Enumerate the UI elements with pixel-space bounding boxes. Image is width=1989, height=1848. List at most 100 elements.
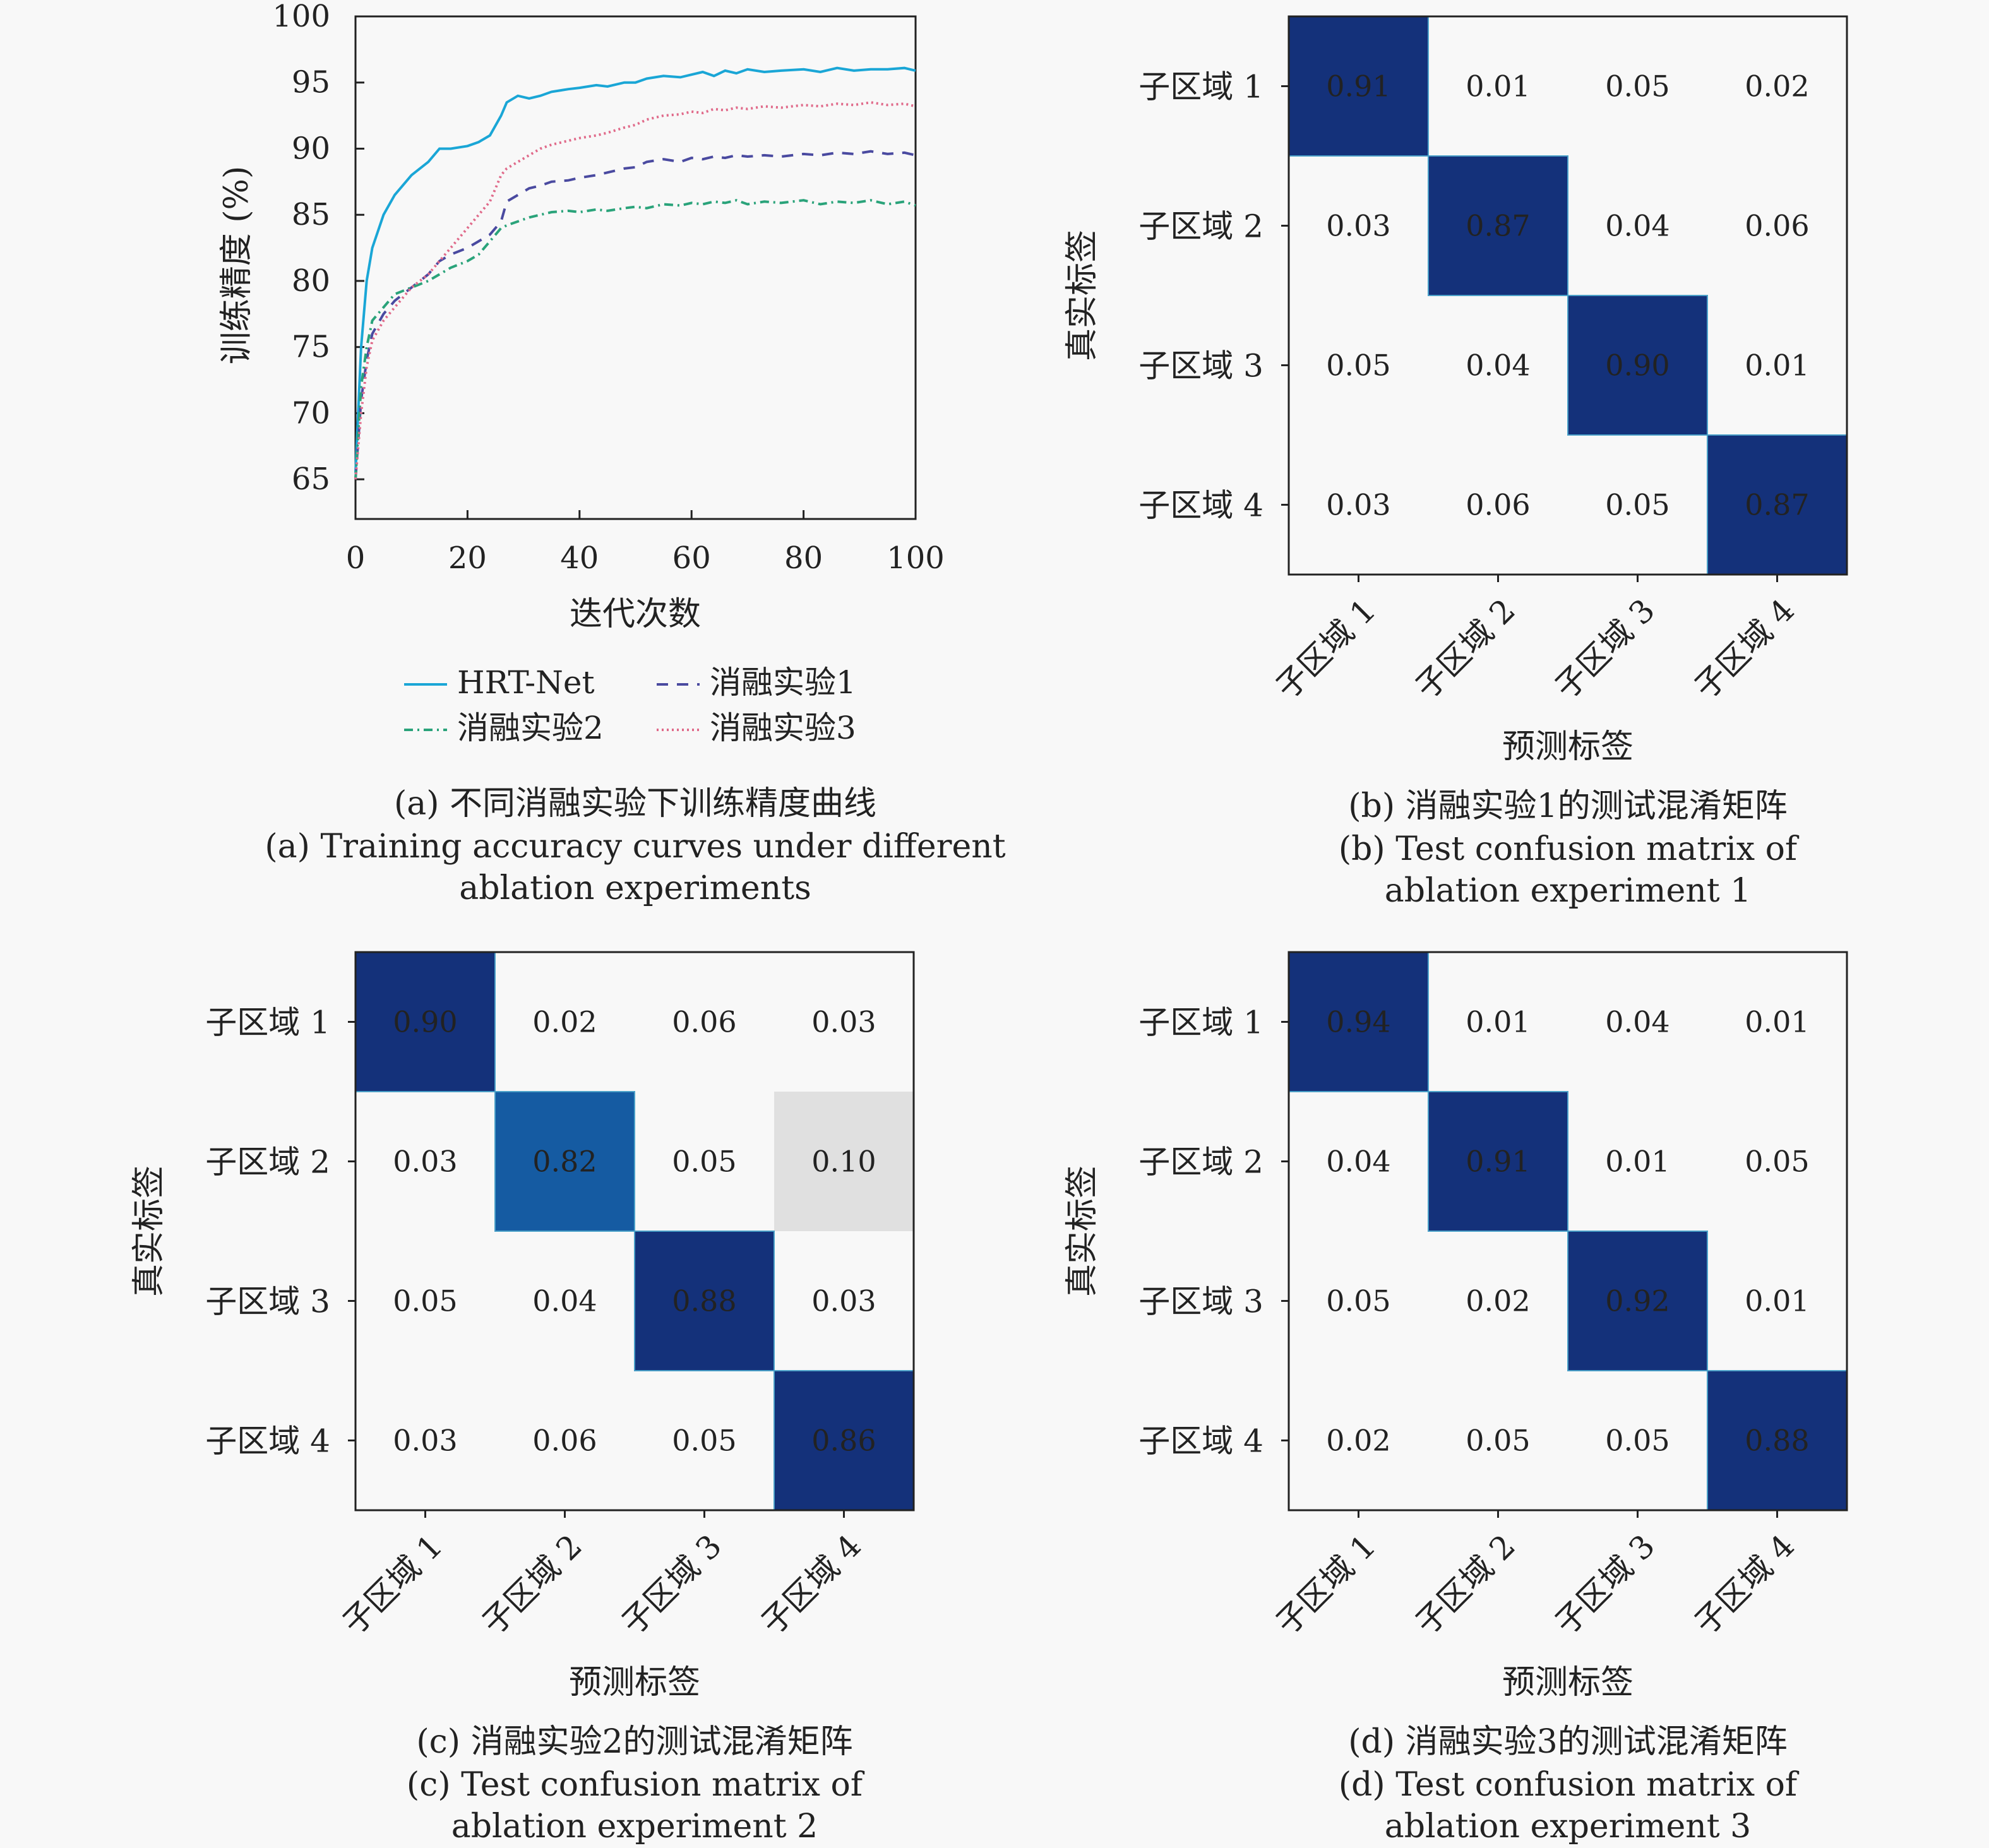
legend-label: 消融实验1 [710,664,856,701]
caption-en-line: (d) Test confusion matrix of [1339,1766,1800,1804]
cell-value: 0.05 [1745,1145,1809,1179]
caption-cn: (b) 消融实验1的测试混淆矩阵 [1348,787,1787,825]
y-tick-label: 95 [292,65,330,100]
x-tick-label: 100 [887,540,945,576]
cell-value: 0.04 [1605,209,1669,243]
x-tick-label: 20 [448,540,487,576]
row-label: 子区域 2 [205,1144,330,1181]
matrix-cell [494,1091,635,1232]
x-axis-label: 预测标签 [1502,728,1634,766]
matrix-cell [1707,434,1848,575]
caption-en-line: (a) Training accuracy curves under diffe… [265,828,1005,866]
cell-value: 0.03 [811,1005,876,1039]
cell-value: 0.01 [1466,69,1530,104]
y-axis-label: 训练精度 (%) [218,166,256,365]
col-label: 子区域 2 [1408,592,1522,706]
col-label: 子区域 1 [1269,592,1383,706]
cell-value: 0.92 [1605,1284,1669,1318]
matrix-cell [1288,16,1429,157]
cell-value: 0.02 [1745,69,1809,104]
plot-area [354,15,917,520]
x-axis-label: 迭代次数 [570,595,701,633]
cell-value: 0.91 [1466,1145,1530,1179]
line-chart: 0 20 40 60 80 100 65 70 75 80 85 90 95 100 迭代次数 训练精度 (%… [218,0,1006,907]
y-tick-label: 70 [292,395,330,431]
x-tick-label: 80 [784,540,823,576]
cell-value: 0.10 [811,1145,876,1179]
caption-en-line: ablation experiments [459,869,811,907]
series-line-1 [354,66,916,473]
matrix-frame [1287,15,1848,576]
y-axis-label: 真实标签 [1063,1165,1101,1297]
col-label: 子区域 4 [1687,1527,1801,1642]
cell-value: 0.03 [393,1424,457,1458]
cell-value: 0.02 [532,1005,597,1039]
cell-value: 0.03 [393,1145,457,1179]
legend-label: 消融实验2 [457,710,604,746]
row-label: 子区域 3 [205,1284,330,1320]
cell-value: 0.04 [1326,1145,1390,1179]
cell-value: 0.05 [393,1284,457,1318]
x-axis-label: 预测标签 [569,1664,700,1702]
caption-cn: (d) 消融实验3的测试混淆矩阵 [1348,1723,1787,1761]
matrix-cell [1567,295,1708,436]
matrix-cell [1707,1370,1848,1511]
y-tick-label: 85 [292,197,330,232]
y-tick-label: 65 [292,462,330,497]
matrix-frame [1287,951,1848,1511]
caption-en-line: (b) Test confusion matrix of [1339,830,1800,868]
cell-value: 0.05 [1326,349,1390,383]
cell-value: 0.05 [1326,1284,1390,1318]
legend-label: 消融实验3 [710,710,856,746]
row-label: 子区域 1 [1138,1004,1263,1041]
col-label: 子区域 4 [1687,592,1801,706]
cell-value: 0.90 [393,1005,457,1039]
row-label: 子区域 3 [1138,1284,1263,1320]
cell-value: 0.87 [1466,209,1530,243]
matrix-cell [774,1370,914,1511]
cell-value: 0.01 [1605,1145,1669,1179]
col-label: 子区域 2 [1408,1527,1522,1642]
confusion-matrix-3: 0.94 0.01 0.04 0.01 0.04 0.91 0.01 0.05 0.05 0.02… [1063,951,1848,1845]
cell-value: 0.01 [1466,1005,1530,1039]
cell-value: 0.05 [672,1145,736,1179]
x-axis-label: 预测标签 [1502,1664,1634,1702]
row-label: 子区域 2 [1138,208,1263,245]
y-tick-label: 75 [292,330,330,365]
cell-value: 0.82 [532,1145,597,1179]
cell-value: 0.06 [1745,209,1809,243]
col-label: 子区域 2 [475,1527,589,1642]
caption-cn: (a) 不同消融实验下训练精度曲线 [394,785,876,823]
y-tick-label: 90 [292,131,330,166]
cell-value: 0.06 [672,1005,736,1039]
cell-value: 0.88 [1745,1424,1809,1458]
caption-en-line: ablation experiment 1 [1385,872,1752,910]
cell-value: 0.87 [1745,488,1809,522]
series-line-2 [354,150,916,480]
matrix-cell [634,1231,775,1371]
caption-en-line: (c) Test confusion matrix of [407,1766,865,1804]
row-label: 子区域 1 [205,1004,330,1041]
cell-value: 0.04 [532,1284,597,1318]
cell-value: 0.01 [1745,349,1809,383]
x-tick-label: 0 [346,540,366,576]
row-label: 子区域 4 [205,1423,330,1460]
col-label: 子区域 3 [1548,592,1662,706]
cell-value: 0.05 [1605,1424,1669,1458]
cell-value: 0.03 [1326,488,1390,522]
col-label: 子区域 1 [335,1527,450,1642]
x-tick-label: 60 [672,540,711,576]
y-tick-label: 80 [292,263,330,299]
cell-value: 0.02 [1326,1424,1390,1458]
cell-value: 0.90 [1605,349,1669,383]
matrix-cell [774,1092,914,1231]
caption-cn: (c) 消融实验2的测试混淆矩阵 [416,1723,852,1761]
row-label: 子区域 2 [1138,1144,1263,1181]
y-tick-label: 100 [272,0,330,34]
matrix-cell [1428,155,1568,296]
caption-en-line: ablation experiment 3 [1385,1808,1752,1845]
matrix-frame [354,951,915,1511]
cell-value: 0.02 [1466,1284,1530,1318]
y-axis-label: 真实标签 [130,1165,168,1297]
